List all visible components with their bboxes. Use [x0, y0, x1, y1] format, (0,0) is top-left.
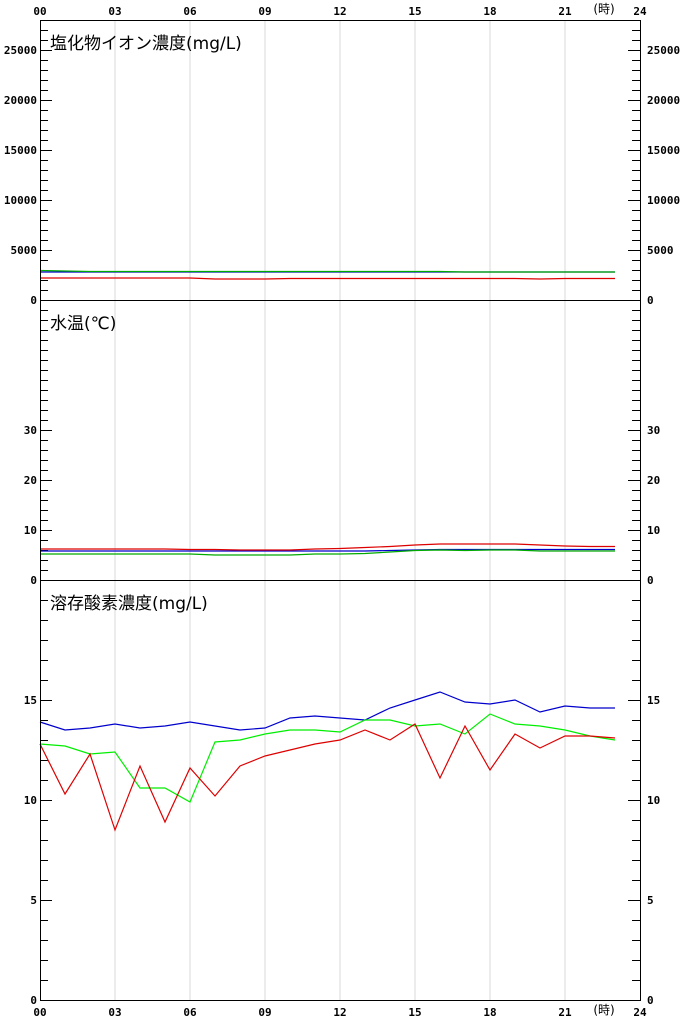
y-tick-label-left: 20: [24, 474, 37, 487]
y-tick-label-right: 20000: [647, 94, 680, 107]
y-tick-label-left: 15: [24, 694, 37, 707]
x-tick-label-top: 24: [633, 5, 647, 18]
series-line-3: [40, 543, 615, 551]
x-tick-label-top: 03: [108, 5, 121, 18]
y-tick-label-right: 5000: [647, 244, 674, 257]
x-tick-label-top: 18: [483, 5, 496, 18]
y-tick-label-left: 0: [30, 574, 37, 587]
y-tick-label-left: 10: [24, 524, 37, 537]
y-tick-label-left: 5: [30, 894, 37, 907]
x-tick-label-bottom: 12: [333, 1006, 346, 1019]
x-tick-label-top: 09: [258, 5, 271, 18]
y-tick-label-right: 20: [647, 474, 660, 487]
x-tick-label-bottom: 15: [408, 1006, 421, 1019]
y-tick-label-left: 15000: [4, 144, 37, 157]
top-x-axis: 00 03 06 09 12 15 18 21 24 (時): [33, 2, 647, 18]
series-line-2: [39, 713, 616, 803]
y-tick-label-right: 10000: [647, 194, 680, 207]
bottom-x-axis: 00 03 06 09 12 15 18 21 24 (時): [33, 1003, 647, 1019]
chart-panel: 0 0 10 10 20 20 30 30 水温(℃): [24, 300, 660, 587]
y-tick-label-left: 25000: [4, 44, 37, 57]
series-line-2: [40, 549, 615, 556]
panel-title: 溶存酸素濃度(mg/L): [50, 594, 208, 614]
x-tick-label-top: 15: [408, 5, 421, 18]
y-tick-label-right: 0: [647, 294, 654, 307]
panel-title: 水温(℃): [50, 314, 116, 334]
x-tick-label-bottom: 21: [558, 1006, 572, 1019]
x-tick-label-bottom: 00: [33, 1006, 46, 1019]
x-tick-label-bottom: 24: [633, 1006, 647, 1019]
y-tick-label-left: 10: [24, 794, 37, 807]
x-unit-label-top: (時): [593, 2, 614, 16]
x-tick-label-top: 12: [333, 5, 346, 18]
y-tick-label-left: 30: [24, 424, 37, 437]
series-line-3: [39, 723, 616, 832]
y-tick-label-right: 25000: [647, 44, 680, 57]
x-tick-label-bottom: 18: [483, 1006, 496, 1019]
series-line-2: [39, 269, 615, 273]
y-tick-label-left: 0: [30, 994, 37, 1007]
y-tick-label-right: 10: [647, 524, 660, 537]
x-tick-label-top: 06: [183, 5, 197, 18]
series-line-3: [40, 277, 615, 280]
panel-frame: [40, 580, 641, 1001]
y-tick-label-right: 0: [647, 994, 654, 1007]
y-tick-label-right: 10: [647, 794, 660, 807]
x-tick-label-bottom: 06: [183, 1006, 197, 1019]
panel-title: 塩化物イオン濃度(mg/L): [50, 34, 242, 54]
x-tick-label-bottom: 09: [258, 1006, 271, 1019]
series-line-1: [40, 548, 615, 552]
y-tick-label-left: 10000: [4, 194, 37, 207]
y-tick-label-right: 15000: [647, 144, 680, 157]
x-tick-label-top: 00: [33, 5, 46, 18]
series-line-1: [39, 691, 615, 731]
x-unit-label-bottom: (時): [593, 1003, 614, 1017]
y-tick-label-left: 0: [30, 294, 37, 307]
y-tick-label-right: 0: [647, 574, 654, 587]
y-tick-label-right: 5: [647, 894, 654, 907]
y-tick-label-right: 30: [647, 424, 660, 437]
chart-panel: 0 0 5 5 10 10 15 15 溶存酸素濃度(mg/L): [24, 580, 660, 1007]
x-tick-label-bottom: 03: [108, 1006, 121, 1019]
y-tick-label-right: 15: [647, 694, 660, 707]
y-tick-label-left: 20000: [4, 94, 37, 107]
y-tick-label-left: 5000: [11, 244, 38, 257]
x-tick-label-top: 21: [558, 5, 572, 18]
chart-panel: 0 0 5000 5000 10000 10000 15000 15000 20000 20000…: [4, 20, 680, 307]
